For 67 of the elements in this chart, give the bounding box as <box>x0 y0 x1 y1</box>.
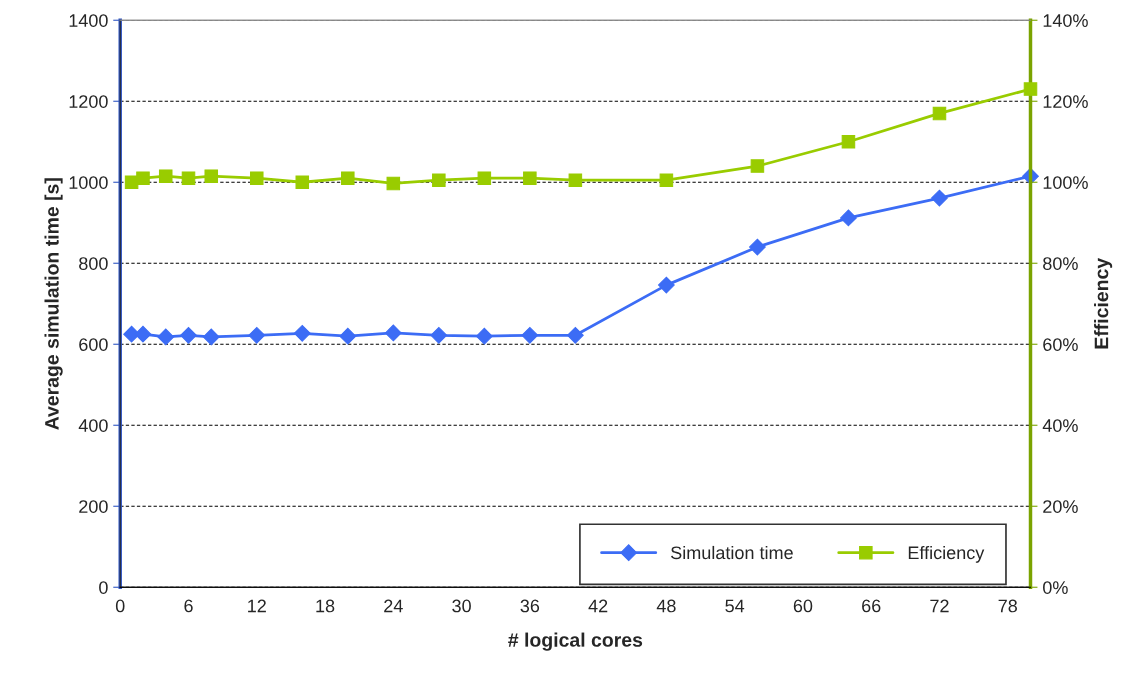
y2-tick-label: 0% <box>1043 581 1068 594</box>
point <box>202 328 220 346</box>
y2-axis-title: Efficiency <box>1094 257 1113 349</box>
x-axis-title: # logical cores <box>508 632 643 651</box>
y2-tick-label: 80% <box>1043 257 1078 270</box>
point <box>157 328 175 346</box>
point <box>750 159 765 173</box>
point <box>523 171 537 185</box>
point <box>158 169 173 183</box>
y-tick-label: 200 <box>79 500 108 513</box>
y2-tick-label: 120% <box>1043 95 1088 108</box>
x-tick-label: 42 <box>588 599 608 613</box>
point <box>1023 82 1038 96</box>
y-axis-title: Average simulation time [s] <box>44 178 63 430</box>
point <box>248 326 266 344</box>
point <box>180 326 197 344</box>
point <box>204 169 219 183</box>
point <box>181 171 196 185</box>
x-tick-label: 54 <box>725 599 745 613</box>
x-tick-label: 66 <box>862 599 881 613</box>
x-tick-label: 30 <box>452 599 471 613</box>
point <box>430 326 448 344</box>
x-tick-label: 72 <box>930 599 949 613</box>
y-tick-label: 1000 <box>69 176 108 189</box>
point <box>840 209 857 227</box>
y-tick-label: 400 <box>78 419 108 432</box>
point <box>386 176 401 191</box>
y2-tick-label: 40% <box>1042 419 1078 432</box>
point <box>295 175 310 190</box>
point <box>659 173 674 187</box>
x-tick-label: 0 <box>115 599 125 613</box>
point <box>658 276 675 294</box>
x-tick-label: 48 <box>656 599 676 613</box>
point <box>136 171 150 185</box>
legend-label: Simulation time <box>671 545 793 560</box>
x-tick-label: 6 <box>184 599 193 613</box>
point <box>339 327 357 345</box>
point <box>521 326 539 344</box>
point <box>250 171 264 185</box>
point <box>432 173 446 187</box>
x-tick-label: 60 <box>793 599 813 613</box>
point <box>477 171 492 185</box>
x-tick-label: 78 <box>998 599 1017 613</box>
point <box>293 324 311 342</box>
point <box>568 173 583 187</box>
y2-tick-label: 140% <box>1043 14 1088 27</box>
point <box>341 171 355 185</box>
y-tick-label: 1400 <box>69 14 108 27</box>
x-tick-label: 36 <box>520 599 540 613</box>
x-tick-label: 12 <box>248 599 266 613</box>
y2-tick-label: 60% <box>1043 338 1078 351</box>
x-tick-label: 24 <box>384 599 403 613</box>
point <box>384 324 402 342</box>
legend-label: Efficiency <box>908 545 985 563</box>
y-tick-label: 0 <box>99 581 108 594</box>
y2-tick-label: 20% <box>1043 500 1078 513</box>
y-tick-label: 800 <box>79 257 108 270</box>
point <box>749 238 766 256</box>
point <box>932 106 947 121</box>
y2-tick-label: 100% <box>1043 176 1088 189</box>
point <box>566 326 584 344</box>
point <box>931 189 948 207</box>
x-tick-label: 18 <box>316 599 335 613</box>
point <box>841 134 856 149</box>
y-tick-label: 1200 <box>69 95 108 108</box>
point <box>475 327 493 345</box>
y-tick-label: 600 <box>79 338 108 351</box>
